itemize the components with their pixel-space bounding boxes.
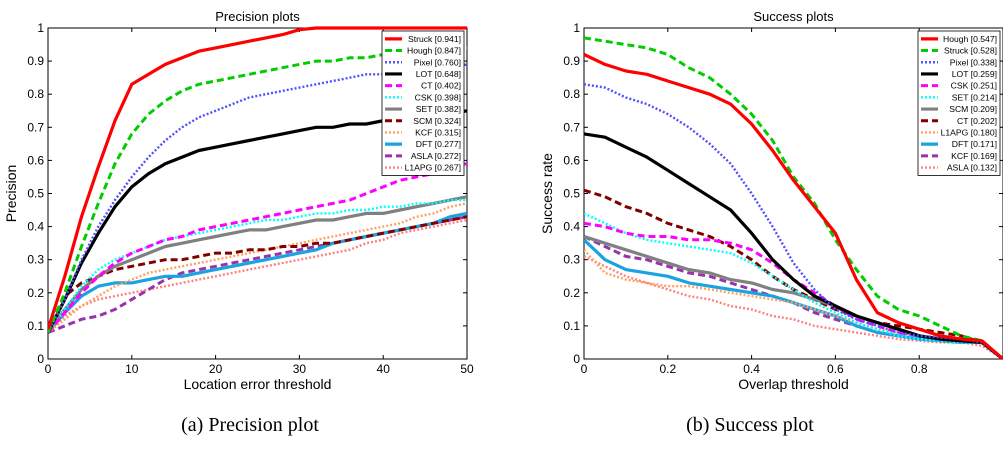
y-tick-label: 0 bbox=[573, 352, 580, 366]
series-line-dft bbox=[48, 211, 467, 334]
x-tick-label: 40 bbox=[377, 362, 391, 376]
legend-entry: CSK [0.398] bbox=[415, 92, 461, 102]
y-tick-label: 0.2 bbox=[27, 286, 44, 300]
y-tick-label: 0.3 bbox=[563, 253, 580, 267]
caption-success-plot: (b) Success plot bbox=[686, 414, 814, 436]
legend-entry: SET [0.382] bbox=[416, 104, 461, 114]
legend-entry: CT [0.202] bbox=[957, 116, 997, 126]
legend-entry: LOT [0.648] bbox=[416, 69, 461, 79]
y-tick-label: 0.1 bbox=[27, 319, 44, 333]
y-tick-label: 1 bbox=[573, 21, 580, 35]
legend-entry: CSK [0.251] bbox=[951, 81, 997, 91]
legend-entry: DFT [0.277] bbox=[416, 139, 461, 149]
legend-box bbox=[381, 30, 465, 176]
x-tick-label: 0.8 bbox=[911, 362, 928, 376]
series-line-ct bbox=[584, 188, 1003, 359]
series-line-asla bbox=[584, 255, 1003, 359]
series-line-struck bbox=[584, 36, 1003, 359]
legend-entry: ASLA [0.272] bbox=[411, 151, 461, 161]
y-tick-label: 0.2 bbox=[563, 286, 580, 300]
legend-entry: Pixel [0.338] bbox=[950, 57, 997, 67]
success-plot-chart: Success plots 0 0.1 0.2 0.3 0.4 0.5 0.6 0.7 0.8 0.… bbox=[539, 9, 1003, 392]
precision-plot-chart: Precision plots 0 0.1 0.2 0.3 0.4 0.5 0.6 0.7 0.8… bbox=[3, 9, 474, 392]
y-tick-label: 0.3 bbox=[27, 253, 44, 267]
caption-precision-plot: (a) Precision plot bbox=[181, 414, 319, 436]
x-tick-label: 30 bbox=[293, 362, 307, 376]
legend-entry: L1APG [0.267] bbox=[405, 163, 461, 173]
y-axis-label: Success rate bbox=[539, 153, 555, 234]
legend-entry: Struck [0.941] bbox=[408, 34, 461, 44]
series-line-hough bbox=[584, 53, 1003, 359]
y-tick-label: 0.5 bbox=[27, 187, 44, 201]
y-tick-label: 0.1 bbox=[563, 319, 580, 333]
y-tick-label: 0.4 bbox=[27, 220, 44, 234]
legend-entry: CT [0.402] bbox=[421, 81, 461, 91]
x-tick-label: 0.2 bbox=[659, 362, 676, 376]
series-line-scm bbox=[48, 215, 467, 334]
y-tick-label: 0.4 bbox=[563, 220, 580, 234]
legend-box bbox=[917, 30, 1001, 176]
y-tick-label: 1 bbox=[37, 21, 44, 35]
chart-title: Precision plots bbox=[215, 9, 300, 24]
x-tick-label: 20 bbox=[209, 362, 223, 376]
legend-entry: KCF [0.169] bbox=[951, 151, 997, 161]
series-line-set bbox=[584, 212, 1003, 359]
success-plot-panel: Success plots 0 0.1 0.2 0.3 0.4 0.5 0.6 0.7 0.8 0.… bbox=[500, 0, 1003, 451]
legend-entry: Hough [0.847] bbox=[407, 46, 461, 56]
y-tick-label: 0.9 bbox=[563, 54, 580, 68]
chart-title: Success plots bbox=[753, 9, 834, 24]
series-line-kcf bbox=[48, 202, 467, 334]
legend-entry: DFT [0.171] bbox=[952, 139, 997, 149]
x-tick-label: 0.6 bbox=[827, 362, 844, 376]
legend-entry: Hough [0.547] bbox=[943, 34, 997, 44]
series-line-asla bbox=[48, 215, 467, 334]
series-line-struck bbox=[48, 26, 467, 330]
x-tick-label: 0.4 bbox=[743, 362, 760, 376]
x-tick-label: 50 bbox=[460, 362, 474, 376]
series-line-csk bbox=[48, 198, 467, 334]
series-line-l1apg bbox=[48, 218, 467, 334]
x-axis-label: Overlap threshold bbox=[738, 376, 849, 392]
series-line-l1apg bbox=[584, 248, 1003, 359]
x-axis-label: Location error threshold bbox=[184, 376, 332, 392]
y-tick-label: 0.6 bbox=[27, 153, 44, 167]
y-tick-label: 0 bbox=[37, 352, 44, 366]
x-tick-label: 0 bbox=[581, 362, 588, 376]
y-tick-label: 0.7 bbox=[563, 120, 580, 134]
series-line-ct bbox=[48, 162, 467, 334]
y-tick-label: 0.9 bbox=[27, 54, 44, 68]
legend-entry: Struck [0.528] bbox=[944, 46, 997, 56]
legend-entry: L1APG [0.180] bbox=[941, 127, 997, 137]
legend-entry: ASLA [0.132] bbox=[947, 163, 997, 173]
y-tick-label: 0.8 bbox=[563, 87, 580, 101]
legend-entry: Pixel [0.760] bbox=[414, 57, 461, 67]
x-tick-label: 0 bbox=[45, 362, 52, 376]
series-group bbox=[584, 36, 1003, 359]
x-tick-label: 10 bbox=[125, 362, 139, 376]
legend-entry: KCF [0.315] bbox=[415, 127, 461, 137]
legend-entry: SET [0.214] bbox=[952, 92, 997, 102]
precision-plot-panel: Precision plots 0 0.1 0.2 0.3 0.4 0.5 0.6 0.7 0.8… bbox=[0, 0, 500, 451]
y-tick-label: 0.5 bbox=[563, 187, 580, 201]
y-axis-label: Precision bbox=[3, 165, 19, 223]
y-tick-label: 0.8 bbox=[27, 87, 44, 101]
legend-entry: SCM [0.324] bbox=[413, 116, 461, 126]
series-line-pixel bbox=[584, 83, 1003, 359]
legend-entry: SCM [0.209] bbox=[949, 104, 997, 114]
y-tick-label: 0.6 bbox=[563, 153, 580, 167]
y-tick-label: 0.7 bbox=[27, 120, 44, 134]
series-line-set bbox=[48, 195, 467, 334]
legend-entry: LOT [0.259] bbox=[952, 69, 997, 79]
